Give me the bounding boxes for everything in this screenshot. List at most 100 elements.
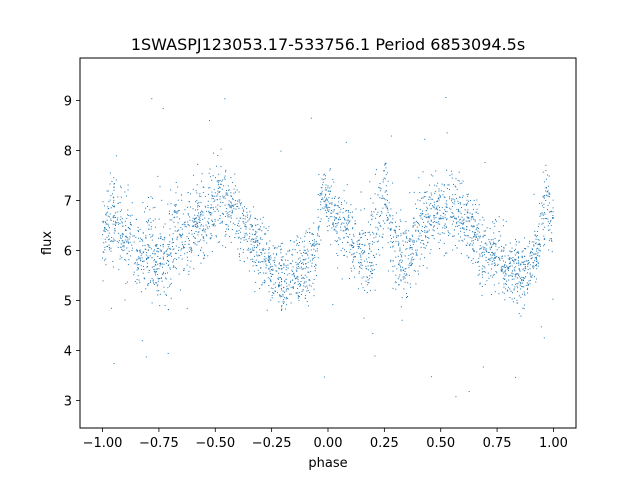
data-point — [437, 223, 439, 225]
data-point — [136, 250, 138, 252]
data-point — [386, 214, 388, 216]
data-point — [300, 252, 302, 254]
data-point — [531, 241, 533, 243]
data-point — [367, 265, 369, 267]
data-point — [346, 241, 348, 243]
data-point — [372, 202, 374, 204]
data-point — [520, 315, 522, 317]
data-point — [475, 235, 477, 237]
data-point — [323, 376, 325, 378]
data-point — [305, 258, 307, 260]
data-point — [128, 250, 130, 252]
data-point — [186, 264, 188, 266]
data-point — [315, 264, 317, 266]
data-point — [163, 239, 165, 241]
data-point — [457, 221, 459, 223]
data-point — [526, 282, 528, 284]
data-point — [395, 221, 397, 223]
data-point — [227, 225, 229, 227]
data-point — [367, 221, 369, 223]
data-point — [204, 217, 206, 219]
data-point — [424, 230, 426, 232]
data-point — [257, 239, 259, 241]
data-point — [124, 225, 126, 227]
data-point — [113, 189, 115, 191]
data-point — [496, 264, 498, 266]
data-point — [300, 260, 302, 262]
data-point — [521, 255, 523, 257]
data-point — [426, 226, 428, 228]
data-point — [297, 263, 299, 265]
data-point — [491, 263, 493, 265]
data-point — [369, 243, 371, 245]
data-point — [476, 224, 478, 226]
data-point — [400, 270, 402, 272]
data-point — [411, 252, 413, 254]
data-point — [401, 256, 403, 258]
data-point — [130, 255, 132, 257]
data-point — [423, 247, 425, 249]
data-point — [160, 262, 162, 264]
data-point — [281, 256, 283, 258]
data-point — [480, 235, 482, 237]
data-point — [495, 257, 496, 259]
data-point — [459, 196, 461, 198]
data-point — [154, 218, 156, 220]
data-point — [363, 232, 365, 234]
data-point — [223, 177, 225, 179]
data-point — [375, 236, 377, 238]
data-point — [317, 209, 319, 211]
data-point — [412, 226, 414, 228]
data-point — [428, 229, 430, 231]
data-point — [495, 256, 497, 258]
data-point — [438, 199, 440, 201]
data-point — [542, 196, 544, 198]
data-point — [217, 219, 219, 221]
data-point — [525, 284, 527, 286]
data-point — [419, 192, 421, 194]
data-point — [491, 261, 493, 263]
data-point — [150, 196, 152, 198]
data-point — [518, 262, 520, 264]
data-point — [323, 174, 325, 176]
data-point — [390, 260, 392, 262]
data-point — [534, 235, 536, 237]
data-point — [283, 286, 285, 288]
data-point — [214, 218, 216, 220]
data-point — [390, 208, 392, 210]
data-point — [345, 233, 347, 235]
data-point — [494, 262, 496, 264]
data-point — [275, 270, 277, 272]
data-point — [318, 243, 320, 245]
data-point — [316, 243, 318, 245]
data-point — [280, 289, 282, 291]
chart-title: 1SWASPJ123053.17-533756.1 Period 6853094… — [131, 35, 525, 54]
data-point — [357, 288, 359, 290]
data-point — [528, 242, 530, 244]
data-point — [483, 265, 485, 267]
data-point — [428, 237, 430, 239]
data-point — [169, 234, 171, 236]
data-point — [169, 254, 171, 256]
data-point — [544, 217, 546, 219]
data-point — [344, 200, 346, 202]
data-point — [286, 288, 288, 290]
data-point — [159, 237, 161, 239]
data-point — [363, 276, 365, 278]
data-point — [350, 244, 352, 246]
data-point — [533, 241, 535, 243]
data-point — [163, 258, 164, 260]
data-point — [197, 202, 199, 204]
data-point — [418, 273, 420, 275]
data-point — [374, 289, 376, 291]
data-point — [489, 248, 491, 250]
data-point — [260, 251, 262, 253]
data-point — [275, 265, 277, 267]
data-point — [423, 196, 425, 198]
data-point — [392, 287, 394, 289]
data-point — [307, 290, 309, 292]
data-point — [222, 213, 224, 215]
data-point — [147, 284, 149, 286]
data-point — [481, 224, 483, 226]
data-point — [271, 265, 273, 267]
